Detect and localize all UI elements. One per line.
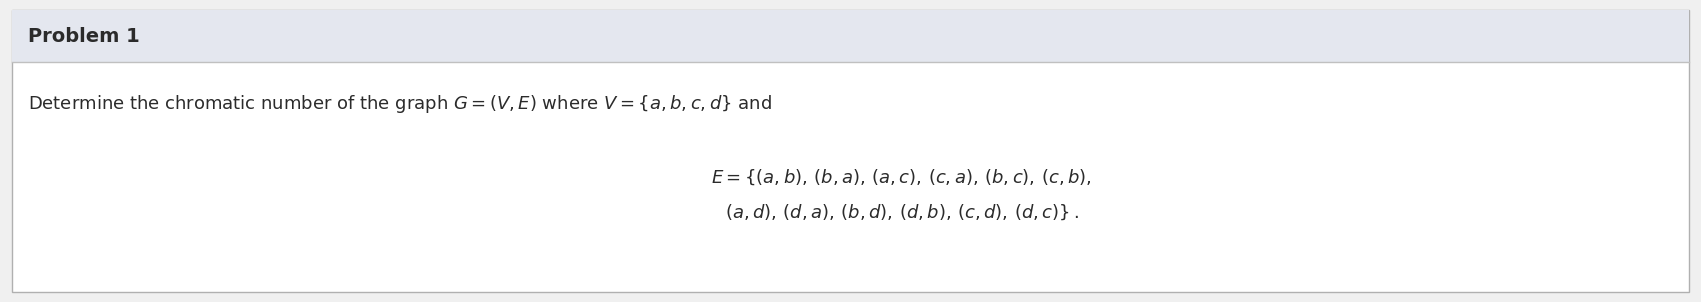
Text: Determine the chromatic number of the graph $G = (V, E)$ where $V = \{a, b, c, d: Determine the chromatic number of the gr… xyxy=(27,93,772,115)
Text: $(a, d),\, (d, a),\, (b, d),\, (d, b),\, (c, d),\, (d, c)\}\,.$: $(a, d),\, (d, a),\, (b, d),\, (d, b),\,… xyxy=(725,202,1078,222)
Text: $E = \{(a, b),\, (b, a),\, (a, c),\, (c, a),\, (b, c),\, (c, b),$: $E = \{(a, b),\, (b, a),\, (a, c),\, (c,… xyxy=(711,167,1092,187)
Text: Problem 1: Problem 1 xyxy=(27,27,139,46)
Bar xyxy=(12,10,1689,62)
